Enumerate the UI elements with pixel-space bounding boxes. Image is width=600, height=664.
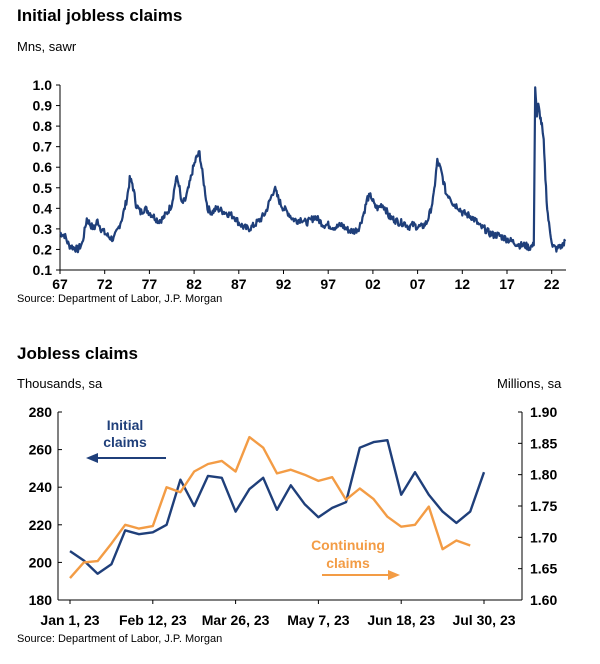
x-tick-label: Mar 26, 23 bbox=[202, 612, 270, 628]
continuing-claims-annotation-line2: claims bbox=[326, 555, 370, 571]
right-y-tick-label: 1.60 bbox=[530, 592, 557, 608]
x-tick-label: May 7, 23 bbox=[287, 612, 349, 628]
chart2-title: Jobless claims bbox=[17, 344, 138, 363]
continuing-claims-annotation-line1: Continuing bbox=[311, 537, 385, 553]
initial-claims-annotation-line2: claims bbox=[103, 434, 147, 450]
initial-claims-annotation-line1: Initial bbox=[107, 417, 144, 433]
y-tick-label: 0.4 bbox=[33, 200, 53, 216]
y-tick-label: 0.6 bbox=[33, 159, 53, 175]
left-y-tick-label: 200 bbox=[29, 554, 53, 570]
x-tick-label: 17 bbox=[499, 276, 515, 292]
left-y-tick-label: 220 bbox=[29, 517, 53, 533]
y-tick-label: 0.8 bbox=[33, 118, 53, 134]
initial-claims-chart: 0.1 0.2 0.3 0.4 0.5 0.6 0.7 0.8 0.9 1.0 67 72 77 82 87… bbox=[33, 77, 567, 292]
x-tick-label: 07 bbox=[410, 276, 426, 292]
initial-claims-arrow-head bbox=[86, 453, 98, 463]
chart1-source: Source: Department of Labor, J.P. Morgan bbox=[17, 293, 223, 305]
y-tick-label: 0.2 bbox=[33, 241, 53, 257]
right-y-tick-label: 1.90 bbox=[530, 404, 557, 420]
right-y-tick-label: 1.65 bbox=[530, 561, 557, 577]
chart1-subtitle: Mns, sawr bbox=[17, 39, 77, 54]
x-tick-label: Jul 30, 23 bbox=[452, 612, 515, 628]
y-tick-label: 0.9 bbox=[33, 98, 53, 114]
chart2-right-axis-unit: Millions, sa bbox=[497, 376, 562, 391]
x-tick-label: 67 bbox=[52, 276, 68, 292]
x-tick-label: 02 bbox=[365, 276, 381, 292]
chart2-source: Source: Department of Labor, J.P. Morgan bbox=[17, 633, 223, 645]
x-tick-label: Jan 1, 23 bbox=[40, 612, 99, 628]
x-tick-label: Feb 12, 23 bbox=[119, 612, 187, 628]
right-y-tick-label: 1.75 bbox=[530, 498, 557, 514]
y-tick-label: 0.3 bbox=[33, 221, 53, 237]
y-tick-label: 0.7 bbox=[33, 139, 53, 155]
left-y-tick-label: 180 bbox=[29, 592, 53, 608]
x-tick-label: 72 bbox=[97, 276, 113, 292]
initial-claims-series-line bbox=[59, 86, 567, 254]
y-tick-label: 1.0 bbox=[33, 77, 53, 93]
x-tick-label: Jun 18, 23 bbox=[367, 612, 435, 628]
y-tick-label: 0.1 bbox=[33, 262, 53, 278]
left-y-tick-label: 260 bbox=[29, 442, 53, 458]
right-y-tick-label: 1.80 bbox=[530, 467, 557, 483]
continuing-claims-series-line bbox=[69, 435, 471, 579]
x-tick-label: 87 bbox=[231, 276, 247, 292]
right-y-tick-label: 1.85 bbox=[530, 435, 557, 451]
left-y-tick-label: 240 bbox=[29, 479, 53, 495]
left-y-tick-label: 280 bbox=[29, 404, 53, 420]
continuing-claims-arrow-head bbox=[388, 570, 400, 580]
y-tick-label: 0.5 bbox=[33, 180, 53, 196]
x-tick-label: 22 bbox=[544, 276, 560, 292]
right-y-tick-label: 1.70 bbox=[530, 529, 557, 545]
x-tick-label: 82 bbox=[186, 276, 202, 292]
x-tick-label: 77 bbox=[142, 276, 158, 292]
chart2-left-axis-unit: Thousands, sa bbox=[17, 376, 103, 391]
chart1-title: Initial jobless claims bbox=[17, 6, 183, 25]
x-tick-label: 92 bbox=[276, 276, 292, 292]
initial-claims-series-line bbox=[69, 439, 486, 575]
x-tick-label: 97 bbox=[320, 276, 336, 292]
x-tick-label: 12 bbox=[455, 276, 471, 292]
